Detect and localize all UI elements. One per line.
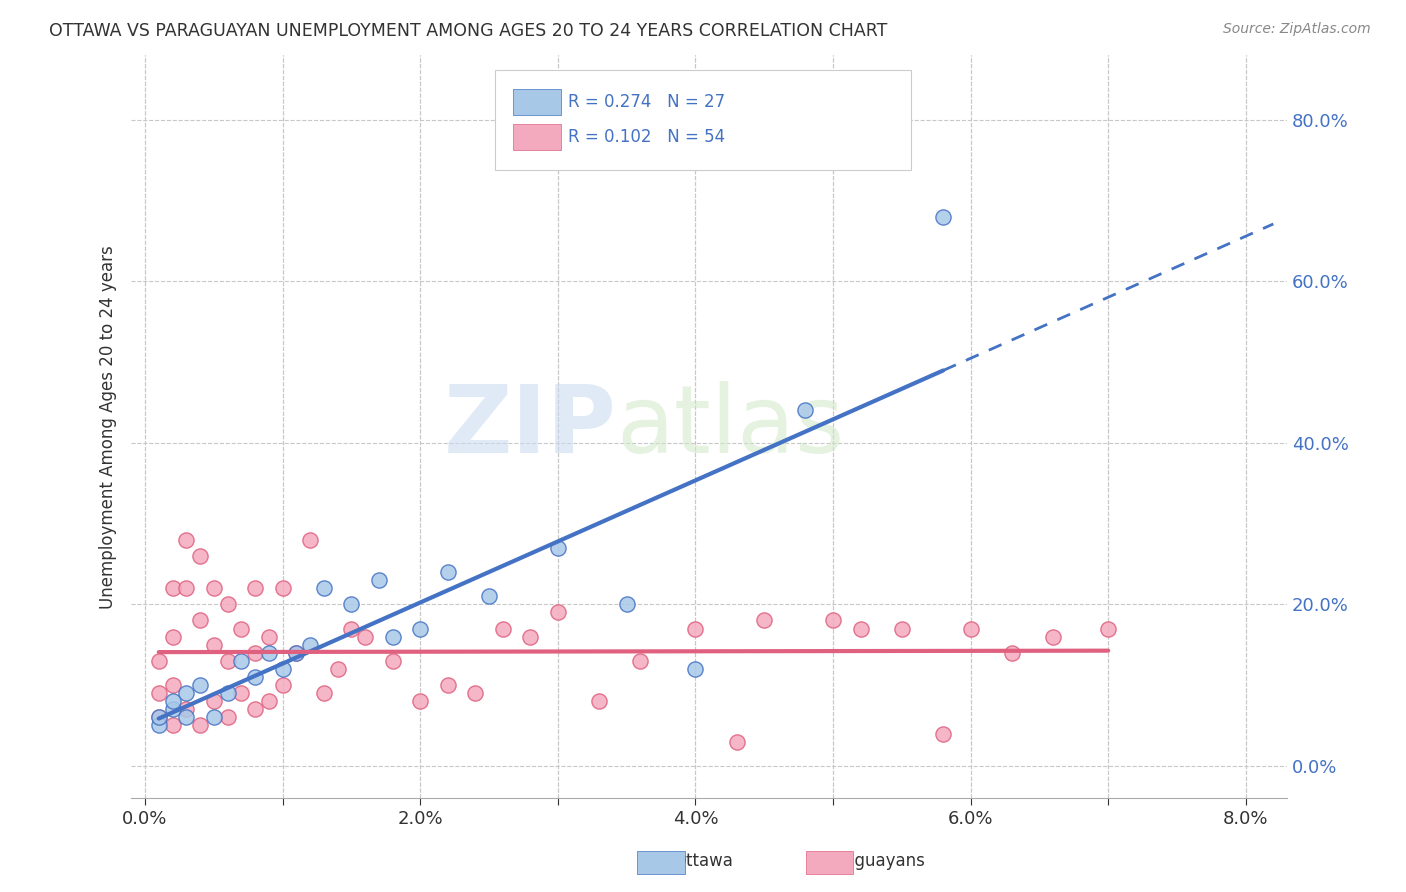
Point (174, 702, 197, 716)
Point (188, 678, 211, 692)
Point (217, 597, 239, 611)
Point (299, 533, 322, 547)
Text: Source: ZipAtlas.com: Source: ZipAtlas.com (1223, 22, 1371, 37)
Point (285, 646, 308, 660)
Point (464, 686, 486, 700)
Point (174, 581, 197, 595)
Point (174, 533, 197, 547)
FancyBboxPatch shape (495, 70, 911, 170)
Point (628, 654, 651, 668)
Point (202, 710, 225, 724)
Point (243, 646, 266, 660)
Point (148, 686, 170, 700)
Point (1001, 646, 1024, 660)
Point (162, 694, 184, 708)
Point (243, 702, 266, 716)
Point (257, 646, 280, 660)
Text: atlas: atlas (617, 381, 845, 473)
Point (547, 606, 569, 620)
Point (231, 654, 253, 668)
Point (202, 581, 225, 595)
Point (685, 662, 707, 676)
Point (188, 549, 211, 563)
Point (231, 622, 253, 636)
Point (231, 686, 253, 700)
Point (492, 622, 515, 636)
Point (174, 710, 197, 724)
Point (243, 581, 266, 595)
Point (547, 541, 569, 555)
Point (354, 630, 377, 644)
Text: R = 0.274   N = 27: R = 0.274 N = 27 (568, 93, 725, 111)
Point (326, 662, 349, 676)
Point (1042, 630, 1064, 644)
Point (257, 630, 280, 644)
Point (1097, 622, 1119, 636)
Point (381, 630, 404, 644)
Point (299, 638, 322, 652)
Point (257, 694, 280, 708)
Point (959, 622, 981, 636)
Point (188, 718, 211, 732)
Point (271, 662, 294, 676)
Point (794, 403, 817, 417)
Point (174, 686, 197, 700)
Point (148, 710, 170, 724)
Point (340, 597, 363, 611)
Text: Paraguayans: Paraguayans (818, 852, 925, 870)
Point (162, 718, 184, 732)
Point (285, 646, 308, 660)
FancyBboxPatch shape (513, 89, 561, 114)
Point (821, 614, 844, 628)
Point (588, 694, 610, 708)
Point (409, 694, 432, 708)
Point (162, 702, 184, 716)
Point (368, 573, 391, 587)
Point (312, 581, 335, 595)
Point (381, 654, 404, 668)
Text: Ottawa: Ottawa (673, 852, 733, 870)
Point (271, 581, 294, 595)
Point (271, 678, 294, 692)
Point (436, 678, 458, 692)
Point (519, 630, 541, 644)
Point (217, 686, 239, 700)
Point (312, 686, 335, 700)
Point (202, 638, 225, 652)
Point (148, 718, 170, 732)
Y-axis label: Unemployment Among Ages 20 to 24 years: Unemployment Among Ages 20 to 24 years (100, 244, 117, 608)
Point (725, 734, 748, 748)
Point (409, 622, 432, 636)
Point (162, 678, 184, 692)
Point (243, 670, 266, 684)
Point (217, 710, 239, 724)
Point (148, 710, 170, 724)
Point (616, 597, 638, 611)
Point (148, 654, 170, 668)
Point (436, 565, 458, 579)
Point (849, 622, 872, 636)
Point (478, 589, 501, 603)
Point (162, 630, 184, 644)
Point (890, 622, 912, 636)
Point (340, 622, 363, 636)
Text: ZIP: ZIP (444, 381, 617, 473)
FancyBboxPatch shape (513, 124, 561, 150)
Text: R = 0.102   N = 54: R = 0.102 N = 54 (568, 128, 725, 146)
Point (932, 726, 955, 740)
Point (162, 581, 184, 595)
Text: OTTAWA VS PARAGUAYAN UNEMPLOYMENT AMONG AGES 20 TO 24 YEARS CORRELATION CHART: OTTAWA VS PARAGUAYAN UNEMPLOYMENT AMONG … (49, 22, 887, 40)
Point (932, 210, 955, 224)
Point (754, 614, 776, 628)
Point (217, 654, 239, 668)
Point (188, 614, 211, 628)
Point (685, 622, 707, 636)
Point (202, 694, 225, 708)
